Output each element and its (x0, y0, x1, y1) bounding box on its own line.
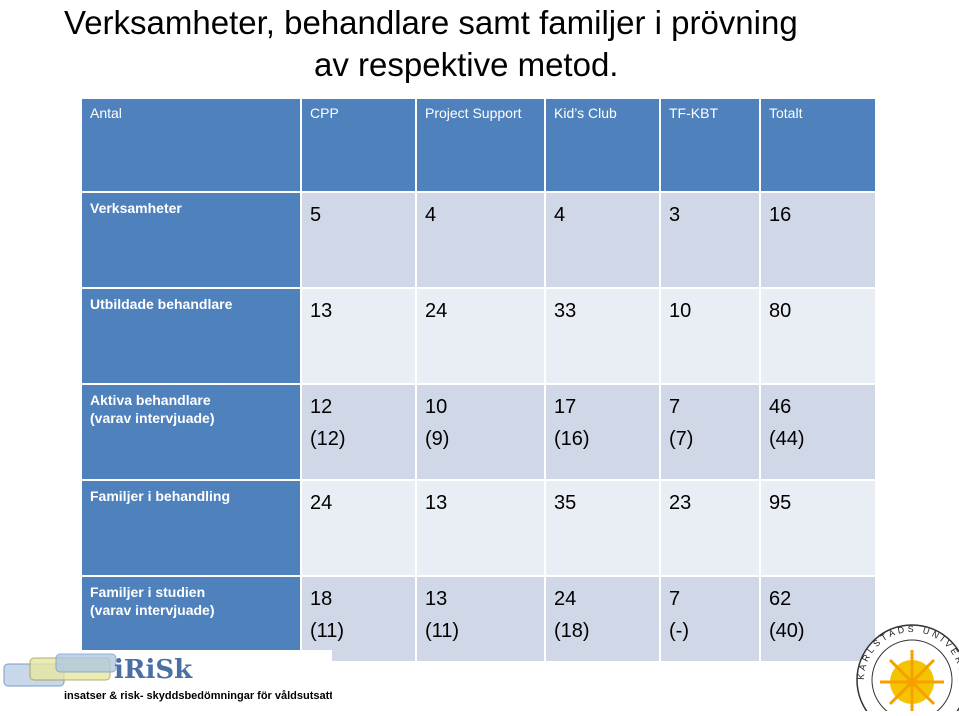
data-cell: 16 (760, 192, 876, 288)
title: Verksamheter, behandlare samt familjer i… (64, 2, 798, 86)
header-cell: TF-KBT (660, 98, 760, 192)
title-line: Verksamheter, behandlare samt familjer i… (64, 4, 798, 41)
logo-shape (55, 653, 117, 673)
cell-text: (11) (425, 620, 460, 642)
row-label-cell: Aktiva behandlare (varav intervjuade) (81, 384, 301, 480)
data-cell: 35 (545, 480, 660, 576)
data-cell: 62 (40) (760, 576, 876, 662)
data-cell: 4 (416, 192, 545, 288)
cell-text: 4 (554, 204, 566, 226)
cell-text: 17 (554, 396, 577, 418)
logo-graphic: iRiSk insatser & risk- skyddsbedömningar… (3, 653, 366, 702)
header-text: Kid’s Club (554, 105, 617, 121)
data-cell: 24 (18) (545, 576, 660, 662)
row-label: Utbildade behandlare (90, 296, 233, 312)
university-logo: KARLSTADS UNIVERSITET (850, 612, 959, 711)
cell-text: 95 (769, 492, 792, 514)
data-cell: 17 (16) (545, 384, 660, 480)
cell-text: 13 (310, 300, 333, 322)
cell-text: 46 (769, 396, 792, 418)
data-cell: 10 (660, 288, 760, 384)
cell-text: (11) (310, 620, 345, 642)
data-cell: 46 (44) (760, 384, 876, 480)
seal-ring (871, 639, 953, 711)
cell-text: 24 (425, 300, 448, 322)
row-label-cell: Verksamheter (81, 192, 301, 288)
row-label: Aktiva behandlare (90, 392, 211, 408)
cell-text: 24 (310, 492, 333, 514)
data-cell: 4 (545, 192, 660, 288)
data-cell: 95 (760, 480, 876, 576)
cell-text: 7 (669, 396, 681, 418)
cell-text: 5 (310, 204, 322, 226)
data-cell: 3 (660, 192, 760, 288)
cell-text: 4 (425, 204, 437, 226)
row-label: (varav intervjuade) (90, 602, 215, 618)
cell-text: 35 (554, 492, 577, 514)
row-label: (varav intervjuade) (90, 410, 215, 426)
cell-text: 10 (669, 300, 692, 322)
row-label-cell: Familjer i studien (varav intervjuade) (81, 576, 301, 662)
header-text: CPP (310, 105, 339, 121)
cell-text: (12) (310, 428, 346, 450)
logo-name: iRiSk (114, 655, 193, 685)
cell-text: 23 (669, 492, 692, 514)
data-cell: 80 (760, 288, 876, 384)
data-cell: 24 (301, 480, 416, 576)
data-cell: 23 (660, 480, 760, 576)
row-label: Familjer i behandling (90, 488, 231, 504)
header-text: Antal (90, 105, 122, 121)
cell-text: 3 (669, 204, 681, 226)
row-label-cell: Utbildade behandlare (81, 288, 301, 384)
data-cell: 12 (12) (301, 384, 416, 480)
cell-text: 7 (669, 588, 681, 610)
data-cell: 13 (11) (416, 576, 545, 662)
cell-text: 18 (310, 588, 333, 610)
cell-text: 13 (425, 588, 448, 610)
data-cell: 33 (545, 288, 660, 384)
header-cell: Antal (81, 98, 301, 192)
cell-text: 16 (769, 204, 792, 226)
cell-text: 33 (554, 300, 577, 322)
header-text: TF-KBT (669, 105, 718, 121)
header-cell: Kid’s Club (545, 98, 660, 192)
data-cell: 7 (-) (660, 576, 760, 662)
cell-text: 12 (310, 396, 333, 418)
cell-text: 24 (554, 588, 577, 610)
row-label: Familjer i studien (90, 584, 206, 600)
cell-text: (7) (669, 428, 694, 450)
logo-area: iRiSk insatser & risk- skyddsbedömningar… (0, 650, 366, 711)
row-label-cell: Familjer i behandling (81, 480, 301, 576)
data-cell: 5 (301, 192, 416, 288)
logo-tagline: insatser & risk- skyddsbedömningar för v… (64, 690, 332, 702)
cell-text: 62 (769, 588, 792, 610)
cell-text: (16) (554, 428, 590, 450)
data-cell: 24 (416, 288, 545, 384)
cell-text: (18) (554, 620, 590, 642)
header-text: Project Support (425, 105, 522, 121)
header-text: Totalt (769, 105, 803, 121)
cell-text: (-) (669, 620, 689, 642)
cell-text: 10 (425, 396, 448, 418)
data-cell: 7 (7) (660, 384, 760, 480)
cell-text: 80 (769, 300, 792, 322)
data-cell: 10 (9) (416, 384, 545, 480)
cell-text: (40) (769, 620, 805, 642)
data-cell: 18 (11) (301, 576, 416, 662)
title-line: av respektive metod. (314, 46, 619, 83)
cell-text: (44) (769, 428, 805, 450)
cell-text: 13 (425, 492, 448, 514)
data-cell: 13 (301, 288, 416, 384)
sun-rays (880, 650, 944, 711)
row-label: Verksamheter (90, 200, 182, 216)
header-cell: Project Support (416, 98, 545, 192)
header-cell: Totalt (760, 98, 876, 192)
cell-text: (9) (425, 428, 450, 450)
data-cell: 13 (416, 480, 545, 576)
header-cell: CPP (301, 98, 416, 192)
